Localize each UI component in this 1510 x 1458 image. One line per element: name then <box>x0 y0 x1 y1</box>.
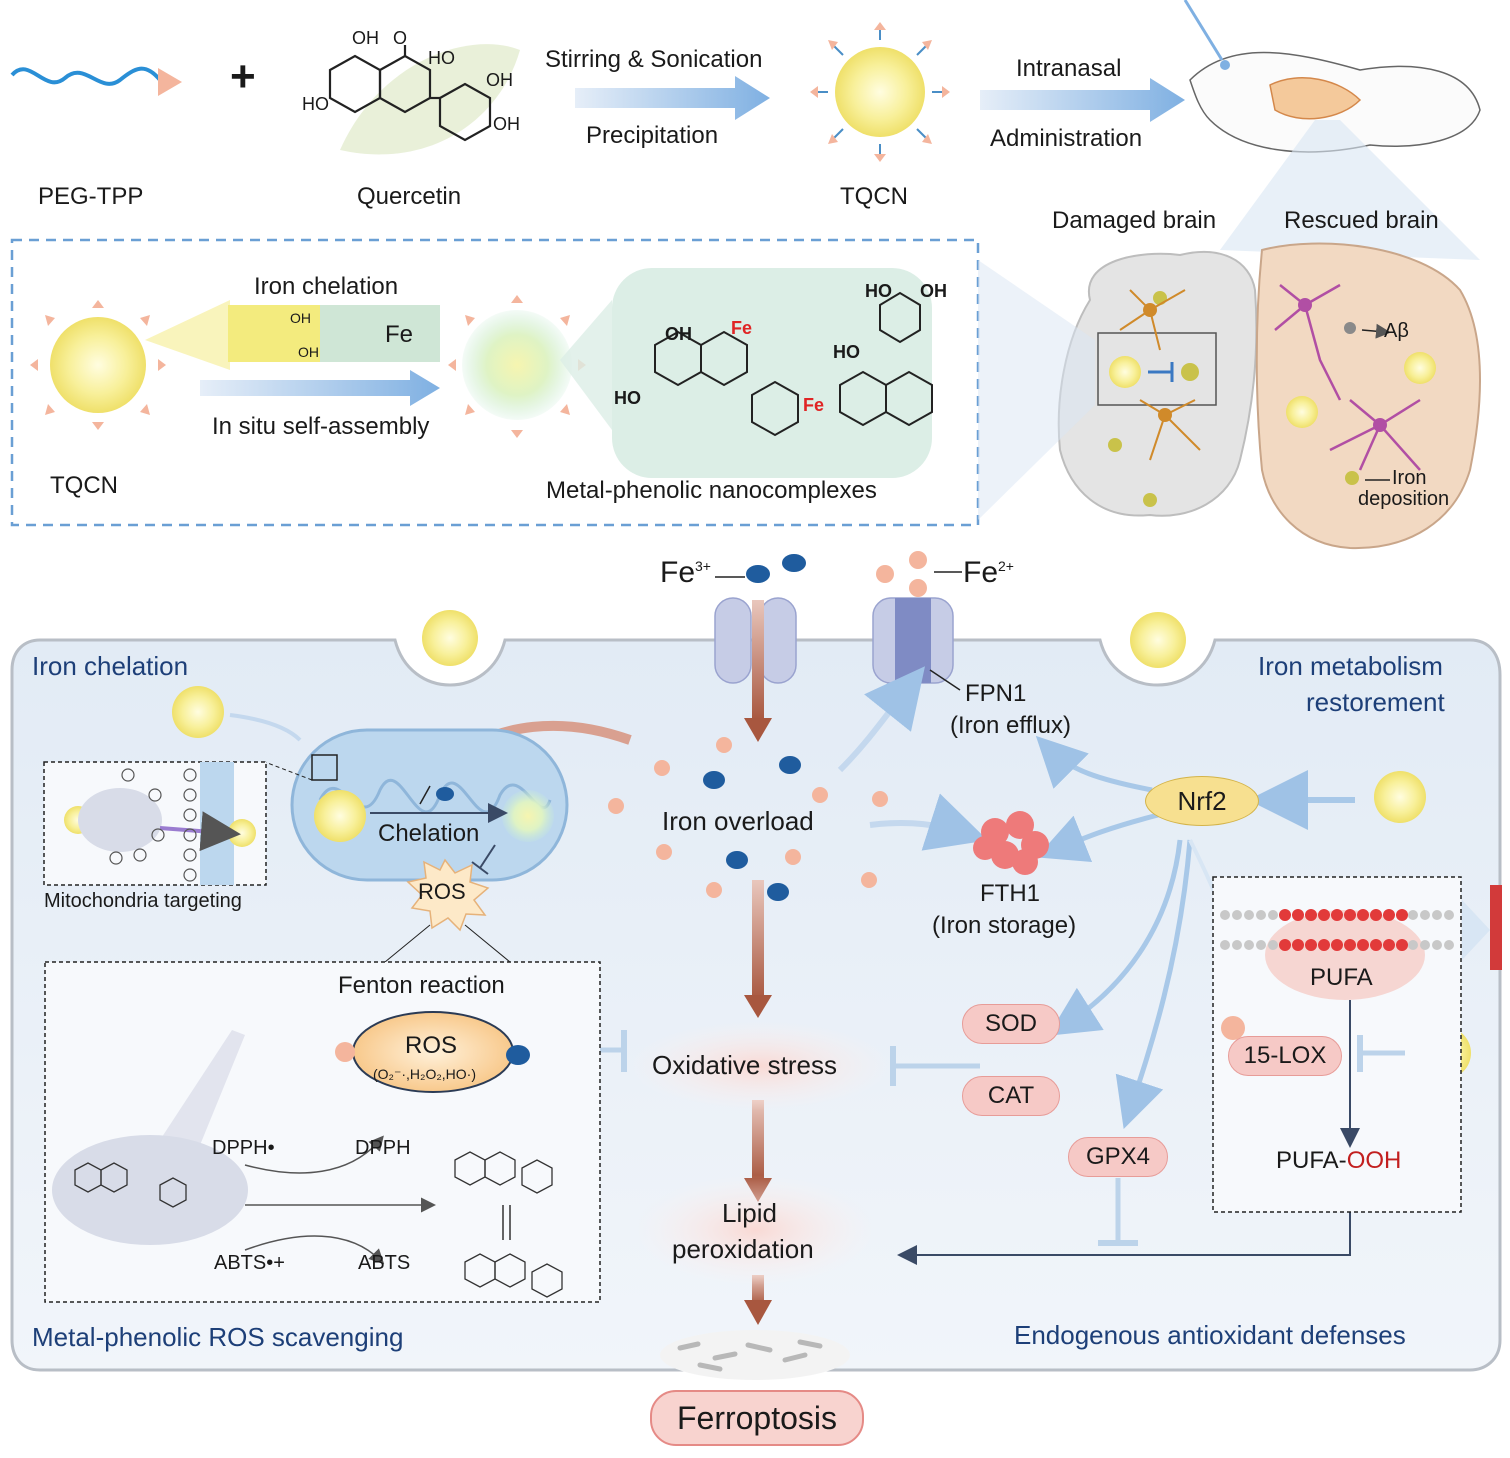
complex-oh-d: OH <box>920 281 947 301</box>
complex-ho-b: HO <box>865 281 892 301</box>
tqcn-complex-particle <box>462 310 572 420</box>
fe3-label: Fe3+ <box>660 556 711 589</box>
rescued-brain-icon <box>1255 242 1481 550</box>
complex-ho-a: HO <box>614 388 641 408</box>
quercetin-ho-mid: HO <box>428 48 455 68</box>
damaged-brain-label: Damaged brain <box>1052 207 1217 234</box>
oxidative-stress-label: Oxidative stress <box>652 1050 837 1080</box>
pufa-label: PUFA <box>1310 964 1373 991</box>
step1-bottom-label: Precipitation <box>586 122 719 149</box>
quercetin-o-top: O <box>393 28 408 48</box>
lipid-bilayer-icon <box>1220 910 1454 950</box>
fenton-label: Fenton reaction <box>338 972 505 999</box>
mito-targeting-label: Mitochondria targeting <box>44 890 242 912</box>
fth1-sub-label: (Iron storage) <box>932 912 1077 939</box>
step2-top-label: Intranasal <box>1016 55 1122 82</box>
quercetin-molecule-icon <box>328 45 492 142</box>
quercetin-oh-right1: OH <box>486 70 513 90</box>
tqcn-particle-top <box>835 47 925 137</box>
iron-chelation-heading: Iron chelation <box>32 651 189 681</box>
dpph-product-structures-icon <box>74 1151 563 1298</box>
nrf2-node: Nrf2 <box>1145 776 1259 826</box>
plus-sign: + <box>230 52 256 101</box>
fth1-label: FTH1 <box>980 880 1040 907</box>
ros-burst-icon <box>406 858 490 932</box>
metal-phenolic-structure-icon <box>654 291 933 437</box>
complex-label: Metal-phenolic nanocomplexes <box>546 477 877 504</box>
chelation-label: Chelation <box>378 820 480 847</box>
step2-bottom-label: Administration <box>990 125 1143 152</box>
inset-iron-chelation-label: Iron chelation <box>254 273 399 300</box>
peg-tpp-label: PEG-TPP <box>38 183 144 210</box>
abts-label: ABTS <box>358 1252 411 1274</box>
quercetin-oh-right2: OH <box>493 114 520 134</box>
lipid-label-2: peroxidation <box>672 1234 814 1264</box>
neuron-purple-icon <box>1274 283 1421 471</box>
damaged-brain-icon <box>1057 250 1258 517</box>
fe-red-1: Fe <box>731 318 753 338</box>
cat-node: CAT <box>962 1076 1060 1116</box>
quercetin-oh-top: OH <box>352 28 379 48</box>
fe2-label: Fe2+ <box>963 556 1014 589</box>
complex-ho-c: HO <box>833 342 860 362</box>
iron-metabolism-heading-2: restorement <box>1306 687 1445 717</box>
arrow-synthesis <box>575 76 770 120</box>
fpn1-label: FPN1 <box>965 680 1027 707</box>
endogenous-heading: Endogenous antioxidant defenses <box>1014 1320 1406 1350</box>
iron-metabolism-heading-1: Iron metabolism <box>1258 651 1443 681</box>
abts-radical-label: ABTS•+ <box>214 1252 285 1274</box>
iron-deposit-icons <box>1108 291 1199 507</box>
fpn1-channel-icon <box>872 597 954 684</box>
ros-mito-label: ROS <box>418 879 466 904</box>
arrow-self-assembly <box>200 370 440 406</box>
ros-center-label: ROS <box>405 1032 458 1059</box>
complex-oh-c: OH <box>665 324 692 344</box>
inset-oh-b: OH <box>298 344 319 360</box>
dpph-label: DPPH <box>355 1137 411 1159</box>
gpx4-node: GPX4 <box>1068 1137 1168 1177</box>
leaf-bg <box>340 44 520 155</box>
ros-species-label: (O₂⁻·,H₂O₂,HO·) <box>373 1066 477 1082</box>
dpph-radical-label: DPPH• <box>212 1137 275 1159</box>
sod-node: SOD <box>962 1004 1060 1044</box>
tqcn-label-top: TQCN <box>840 183 908 210</box>
fe-red-2: Fe <box>803 395 825 415</box>
complex-panel <box>612 268 932 478</box>
quercetin-ho-left: HO <box>302 94 329 114</box>
ferroptosis-node: Ferroptosis <box>650 1390 864 1446</box>
inset-oh-a: OH <box>290 310 311 326</box>
lox-node: 15-LOX <box>1228 1036 1342 1076</box>
fth1-protein-icon <box>973 811 1049 875</box>
iron-overload-label: Iron overload <box>662 806 814 836</box>
pufa-ooh-label: PUFA-OOH <box>1276 1147 1402 1174</box>
fe3-channel-icon <box>714 597 797 684</box>
brain-zoom-box <box>1097 332 1217 406</box>
fenton-box <box>44 961 601 1303</box>
tqcn-particle-inset <box>50 317 146 413</box>
abeta-label: Aβ <box>1384 320 1409 342</box>
fpn1-sub-label: (Iron efflux) <box>950 712 1071 739</box>
rescued-brain-label: Rescued brain <box>1284 207 1439 234</box>
iron-deposition-line2: deposition <box>1358 488 1450 510</box>
step1-top-label: Stirring & Sonication <box>545 46 763 73</box>
inset-fe-label: Fe <box>385 321 414 348</box>
quercetin-label: Quercetin <box>357 183 462 210</box>
lipid-label-1: Lipid <box>722 1198 777 1228</box>
iron-overload-ions <box>608 737 888 901</box>
arrow-intranasal <box>980 78 1185 122</box>
self-assembly-label: In situ self-assembly <box>212 413 430 440</box>
neuron-orange-icon <box>1119 289 1201 461</box>
zoom-funnel-brain <box>1220 120 1480 260</box>
peg-chain <box>10 66 162 86</box>
tpp-head <box>158 68 182 96</box>
iron-deposition-line1: Iron <box>1392 467 1427 489</box>
metal-phenolic-heading: Metal-phenolic ROS scavenging <box>32 1322 404 1352</box>
inset-tqcn-label: TQCN <box>50 472 118 499</box>
